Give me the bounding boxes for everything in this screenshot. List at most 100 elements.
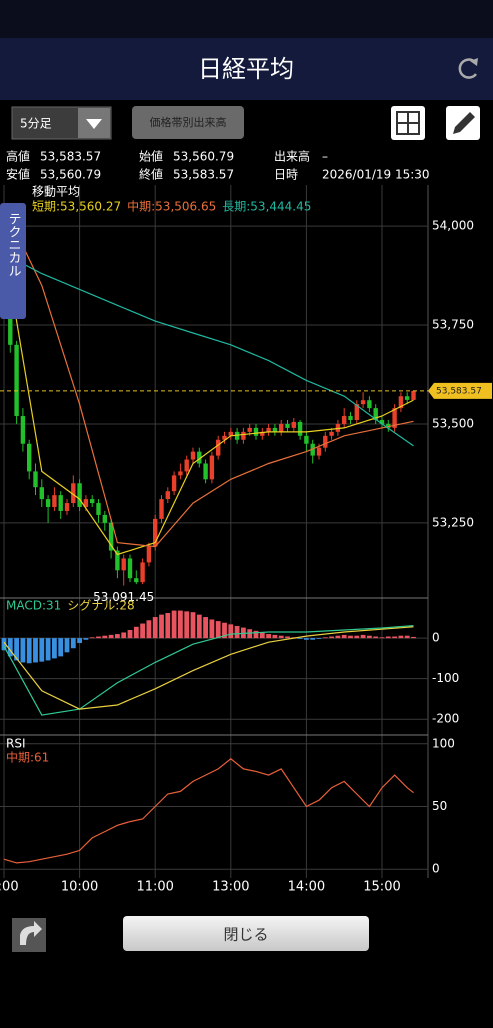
candle-body: [159, 499, 164, 519]
macd-bar: [89, 637, 95, 639]
side-tab[interactable]: テクニカル: [0, 203, 26, 319]
y-tick-label: 53,500: [432, 416, 474, 430]
info-text: 53,583.57: [40, 150, 101, 164]
refresh-icon[interactable]: [458, 58, 478, 79]
candle-body: [392, 408, 397, 428]
macd-bar: [285, 636, 290, 639]
last-price-label: 53,583.57: [436, 386, 482, 396]
macd-bar: [392, 636, 397, 639]
macd-bar: [360, 634, 366, 639]
macd-bar: [209, 619, 215, 639]
y-tick-label: 54,000: [432, 219, 474, 233]
macd-bar: [335, 635, 341, 639]
candle-body: [241, 431, 246, 440]
info-text: 終値: [139, 167, 163, 182]
macd-bar: [247, 629, 253, 639]
interval-dropdown[interactable]: 5分足: [11, 106, 112, 140]
volume-button[interactable]: 価格帯別出来高: [132, 106, 244, 139]
candle-body: [108, 522, 114, 551]
macd-bar: [102, 635, 108, 639]
candle-body: [77, 483, 82, 508]
y-tick-label: -200: [432, 712, 459, 726]
candle-body: [165, 491, 170, 500]
candle-body: [96, 503, 101, 515]
candle-body: [134, 578, 139, 583]
macd-bar: [329, 636, 334, 639]
macd-bar: [398, 635, 404, 639]
candle-body: [348, 416, 353, 420]
x-tick-label: 10:00: [61, 880, 98, 895]
back-icon[interactable]: [12, 918, 46, 952]
x-tick-label: 13:00: [212, 880, 249, 895]
candle-body: [360, 400, 366, 405]
chart-title: RSI: [6, 737, 26, 751]
candle-body: [379, 419, 385, 424]
candle-body: [140, 562, 145, 583]
candle-body: [367, 400, 372, 409]
macd-bar: [64, 638, 70, 653]
macd-bar: [222, 622, 227, 639]
legend-entry: 長期:53,444.45: [222, 200, 311, 214]
candle-body: [127, 558, 133, 579]
info-text: 高値: [6, 149, 30, 164]
candle-body: [216, 439, 221, 456]
macd-bar: [411, 636, 416, 639]
info-text: –: [322, 150, 328, 164]
macd-bar: [259, 632, 265, 639]
macd-bar: [404, 635, 410, 639]
macd-bar: [171, 610, 177, 639]
macd-bar: [121, 632, 127, 639]
candle-body: [20, 416, 26, 444]
y-tick-label: 0: [432, 862, 440, 876]
y-tick-label: 53,750: [432, 318, 474, 332]
volume-button-text: 価格帯別出来高: [150, 115, 227, 129]
macd-bar: [190, 612, 196, 639]
info-text: 53,560.79: [40, 168, 101, 182]
macd-bar: [133, 626, 139, 639]
macd-bar: [385, 636, 391, 639]
macd-bar: [367, 635, 372, 639]
candle-body: [342, 416, 347, 424]
macd-bar: [7, 638, 13, 657]
info-text: 出来高: [274, 149, 310, 164]
macd-bar: [140, 623, 145, 639]
candle-body: [291, 421, 296, 428]
macd-bar: [272, 634, 278, 639]
candle-body: [121, 558, 126, 571]
indicator-line: [3, 758, 414, 864]
low-annotation: 53,091.45: [93, 590, 154, 604]
close-button[interactable]: 閉じる: [123, 916, 369, 951]
legend-entry: 中期:53,506.65: [127, 199, 216, 214]
draw-button[interactable]: [446, 106, 480, 140]
x-tick-label: 14:00: [288, 880, 325, 895]
layout-button[interactable]: [391, 106, 425, 140]
x-tick-label: 11:00: [136, 880, 173, 895]
status-bar: [0, 0, 493, 38]
macd-bar: [379, 637, 385, 639]
macd-bar: [39, 638, 45, 662]
y-tick-label: 50: [432, 799, 447, 813]
candle-body: [184, 459, 189, 472]
macd-bar: [234, 625, 240, 639]
macd-bar: [127, 630, 133, 639]
candle-body: [58, 495, 63, 511]
macd-bar: [77, 638, 82, 643]
macd-bar: [165, 612, 171, 639]
info-text: 2026/01/19 15:30: [322, 168, 430, 182]
macd-bar: [215, 621, 221, 639]
macd-bar: [52, 638, 57, 659]
macd-bar: [228, 624, 234, 639]
chart-title: 移動平均: [32, 185, 80, 199]
macd-bar: [266, 634, 271, 639]
candle-body: [329, 431, 334, 436]
macd-bar: [96, 636, 101, 639]
macd-bar: [348, 635, 353, 639]
indicator-line: [3, 206, 414, 548]
candle-body: [373, 408, 378, 420]
macd-bar: [108, 634, 114, 639]
interval-text: 5分足: [20, 117, 52, 131]
candle-body: [190, 451, 196, 460]
macd-bar: [45, 638, 51, 661]
candle-body: [83, 499, 89, 508]
